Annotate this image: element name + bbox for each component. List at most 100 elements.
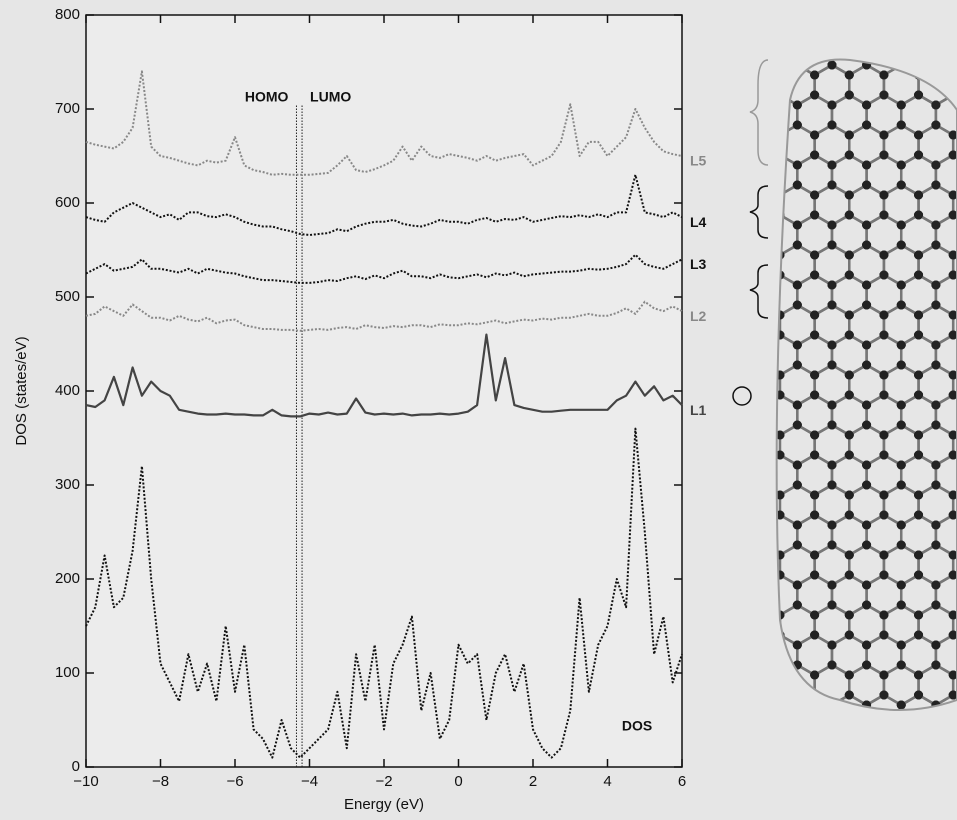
atom	[879, 391, 888, 400]
atom	[862, 481, 871, 490]
atom	[897, 421, 906, 430]
atom	[810, 491, 819, 500]
y-tick-label: 400	[55, 382, 80, 399]
atom	[845, 71, 854, 80]
atom	[810, 371, 819, 380]
atom	[879, 151, 888, 160]
atom	[810, 271, 819, 280]
atom	[931, 421, 940, 430]
atom	[845, 271, 854, 280]
y-tick-label: 800	[55, 6, 80, 23]
atom	[827, 521, 836, 530]
atom	[879, 71, 888, 80]
atom	[897, 641, 906, 650]
atom	[879, 91, 888, 100]
atom	[793, 541, 802, 550]
atom	[931, 241, 940, 250]
atom	[810, 131, 819, 140]
atom	[862, 161, 871, 170]
atom	[931, 361, 940, 370]
atom	[827, 121, 836, 130]
atom	[879, 331, 888, 340]
atom	[914, 271, 923, 280]
atom	[879, 491, 888, 500]
atom	[879, 511, 888, 520]
atom	[793, 181, 802, 190]
atom	[827, 181, 836, 190]
atom	[793, 581, 802, 590]
atom	[879, 451, 888, 460]
atom	[810, 551, 819, 560]
atom	[793, 481, 802, 490]
atom	[793, 601, 802, 610]
atom	[827, 61, 836, 70]
atom	[845, 691, 854, 700]
atom	[793, 401, 802, 410]
atom	[897, 301, 906, 310]
atom	[897, 341, 906, 350]
atom	[845, 191, 854, 200]
atom	[793, 641, 802, 650]
y-tick-label: 700	[55, 100, 80, 117]
atom	[862, 661, 871, 670]
atom	[914, 331, 923, 340]
atom	[914, 91, 923, 100]
x-tick-label: 6	[678, 773, 686, 790]
atom	[845, 131, 854, 140]
atom	[897, 661, 906, 670]
atom	[862, 401, 871, 410]
atom	[810, 611, 819, 620]
x-tick-label: −2	[375, 773, 392, 790]
atom	[827, 661, 836, 670]
atom	[897, 121, 906, 130]
atom	[931, 101, 940, 110]
atom	[827, 401, 836, 410]
x-axis-label: Energy (eV)	[344, 796, 424, 813]
atom	[845, 331, 854, 340]
atom	[793, 121, 802, 130]
atom	[845, 371, 854, 380]
atom	[897, 581, 906, 590]
page: Energy (eV) DOS (states/eV) 010020030040…	[0, 0, 957, 820]
atom	[879, 571, 888, 580]
atom	[827, 461, 836, 470]
atom	[827, 641, 836, 650]
atom	[931, 221, 940, 230]
atom	[793, 281, 802, 290]
atom	[862, 181, 871, 190]
x-tick-label: 0	[454, 773, 462, 790]
series-label: L2	[690, 308, 707, 324]
atom	[914, 671, 923, 680]
atom	[931, 641, 940, 650]
atom	[810, 571, 819, 580]
atom	[845, 311, 854, 320]
atom	[931, 401, 940, 410]
atom	[914, 131, 923, 140]
atom	[827, 421, 836, 430]
atom	[914, 311, 923, 320]
atom	[931, 481, 940, 490]
atom	[810, 431, 819, 440]
atom	[845, 151, 854, 160]
atom	[862, 361, 871, 370]
atom	[827, 301, 836, 310]
atom	[845, 431, 854, 440]
atom	[810, 251, 819, 260]
level-label: LUMO	[310, 89, 351, 105]
atom	[845, 391, 854, 400]
atom	[845, 571, 854, 580]
atom	[897, 701, 906, 710]
atom	[879, 271, 888, 280]
atom	[879, 631, 888, 640]
atom	[827, 241, 836, 250]
atom	[793, 421, 802, 430]
atom	[931, 161, 940, 170]
atom	[879, 551, 888, 560]
atom	[827, 361, 836, 370]
atom	[931, 541, 940, 550]
atom	[827, 581, 836, 590]
atom	[931, 181, 940, 190]
atom	[793, 221, 802, 230]
atom	[793, 301, 802, 310]
atom	[897, 541, 906, 550]
